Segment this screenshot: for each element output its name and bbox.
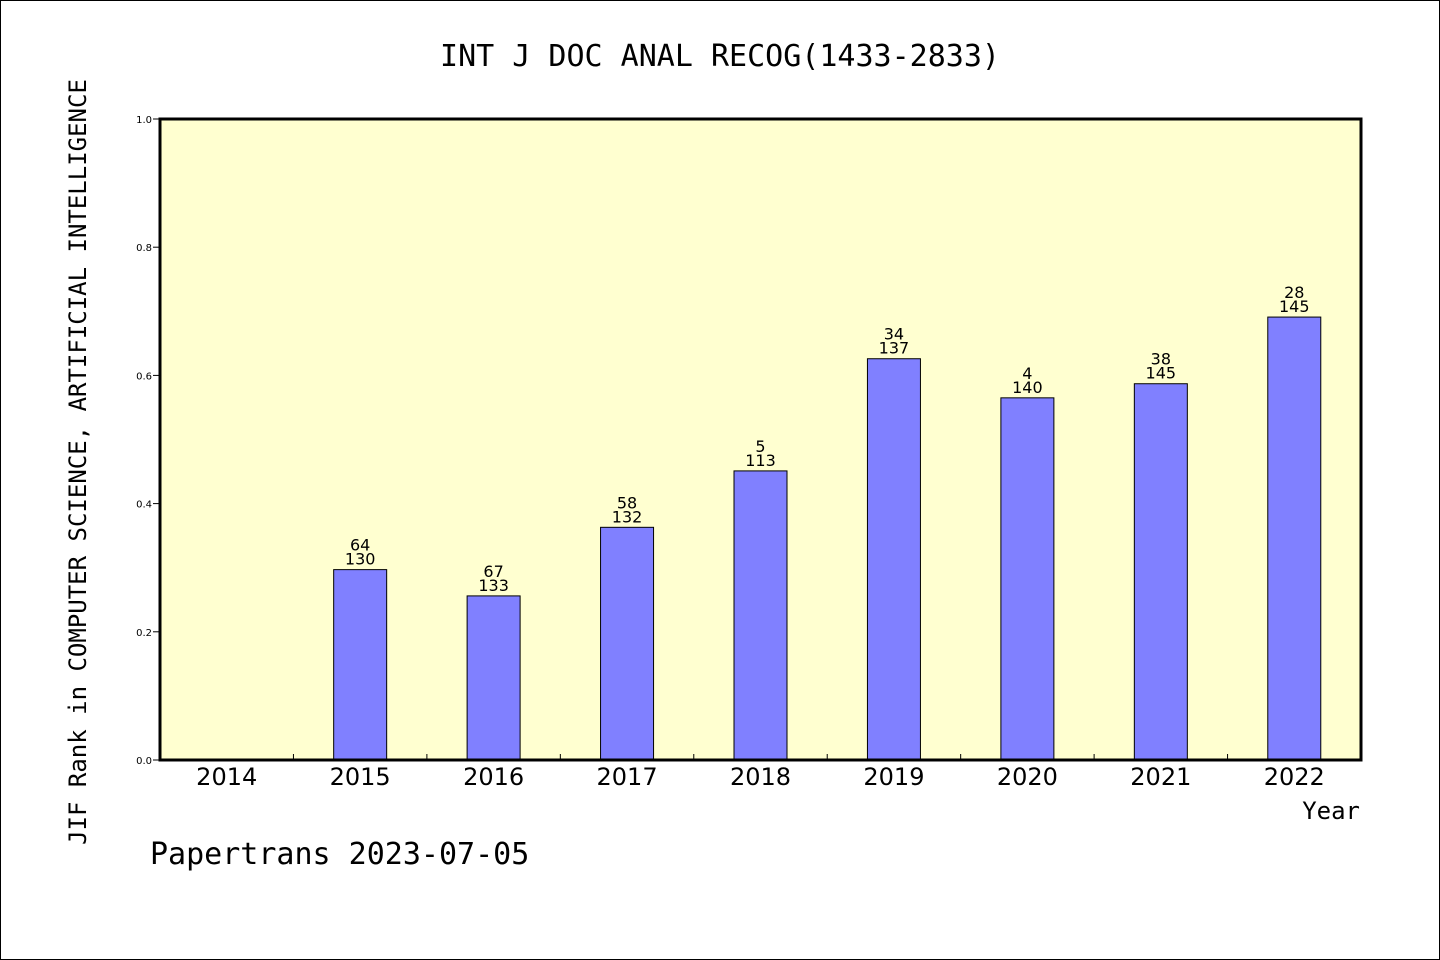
x-tick-label: 2015 — [330, 763, 391, 791]
x-tick-label: 2018 — [730, 763, 791, 791]
bar — [1267, 316, 1322, 761]
bar — [466, 595, 521, 761]
x-tick-label: 2017 — [597, 763, 658, 791]
bar — [600, 526, 655, 761]
bar — [1133, 383, 1188, 761]
bar — [733, 470, 788, 761]
bar-label-total: 113 — [745, 451, 776, 470]
x-axis-ticks: 2014 2015 2016 2017 2018 2019 2020 2021 2022 — [196, 754, 1325, 791]
y-tick-label: 1.0 — [136, 115, 152, 126]
y-tick-label: 0.2 — [136, 628, 152, 639]
plot-frame — [158, 117, 1363, 762]
x-tick-label: 2016 — [463, 763, 524, 791]
x-tick-label: 2020 — [997, 763, 1058, 791]
chart-title: INT J DOC ANAL RECOG(1433-2833) — [440, 39, 1000, 74]
bar-label-total: 130 — [345, 550, 376, 569]
bar — [1000, 397, 1055, 761]
y-tick-label: 0.6 — [136, 371, 152, 382]
y-axis-label: JIF Rank in COMPUTER SCIENCE, ARTIFICIAL… — [64, 79, 92, 845]
bar-label-rank: 34 — [884, 325, 904, 344]
bar-label-total: 145 — [1279, 297, 1310, 316]
x-axis-label: Year — [1302, 797, 1360, 825]
bar-label-total: 137 — [879, 339, 910, 358]
bar-label-total: 132 — [612, 507, 643, 526]
bar-label-rank: 58 — [617, 493, 637, 512]
y-tick-label: 0.0 — [136, 756, 152, 767]
x-tick-label: 2021 — [1130, 763, 1191, 791]
bar-label-rank: 67 — [483, 562, 503, 581]
bar-label-rank: 5 — [755, 437, 765, 456]
x-tick-label: 2014 — [196, 763, 257, 791]
bar-label-total: 133 — [478, 576, 509, 595]
bar-label-rank: 4 — [1022, 364, 1032, 383]
x-tick-label: 2019 — [863, 763, 924, 791]
y-tick-label: 0.4 — [136, 500, 152, 511]
bar-label-total: 140 — [1012, 378, 1043, 397]
bar-label-rank: 28 — [1284, 283, 1304, 302]
x-tick-label: 2022 — [1264, 763, 1325, 791]
bar — [866, 358, 921, 761]
bar-label-total: 145 — [1146, 364, 1177, 383]
bar-label-rank: 38 — [1151, 350, 1171, 369]
bar-label-rank: 64 — [350, 536, 370, 555]
footer-credit: Papertrans 2023-07-05 — [150, 837, 529, 872]
y-tick-label: 0.8 — [136, 243, 152, 254]
bar-series — [333, 316, 1322, 761]
bar — [333, 569, 388, 761]
